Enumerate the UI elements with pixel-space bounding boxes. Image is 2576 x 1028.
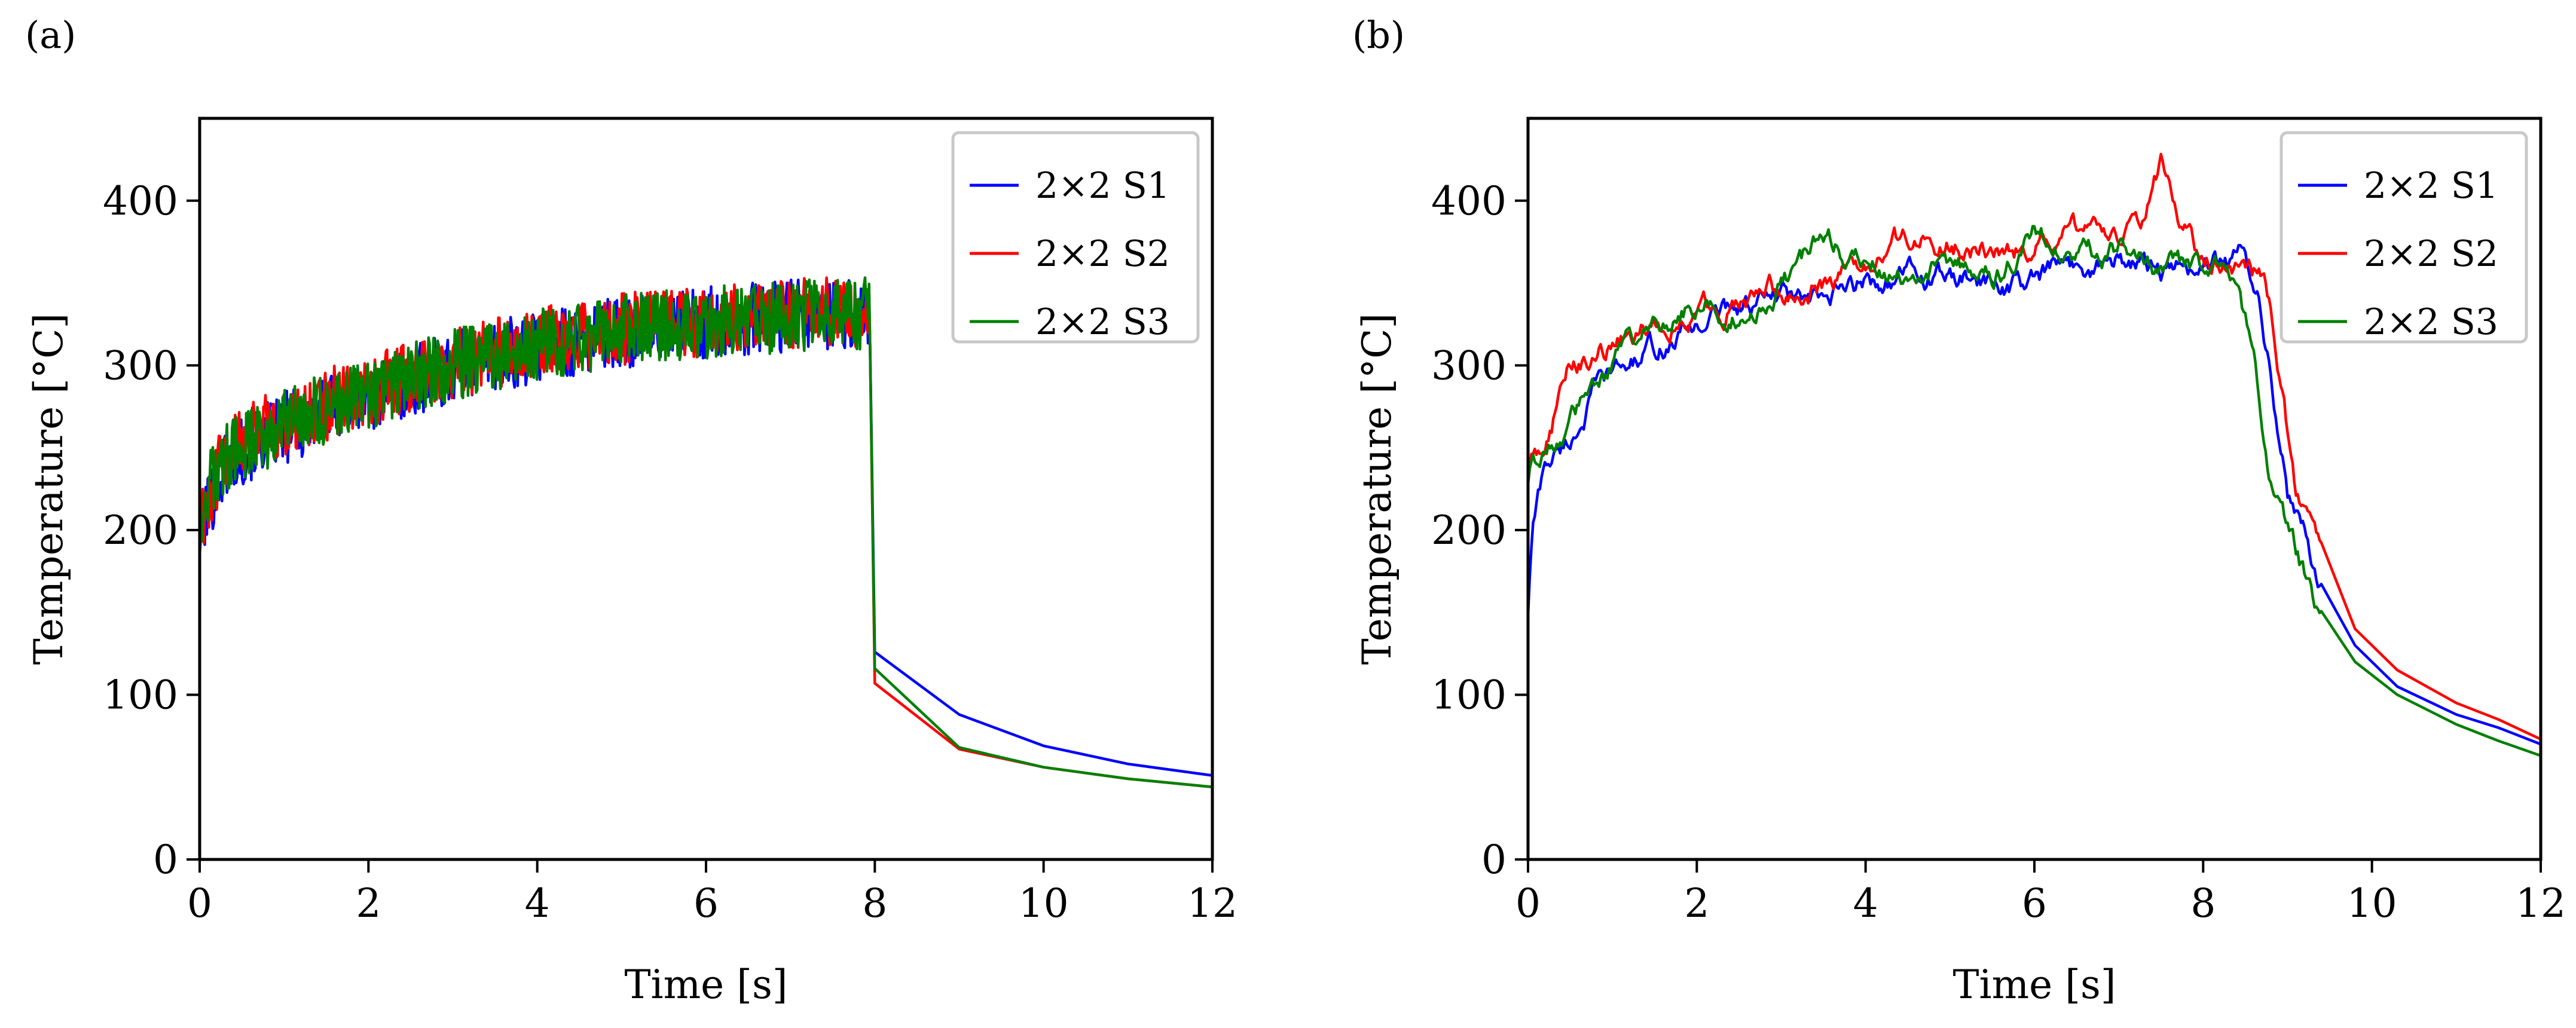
panel-a-legend-entry-s2: 2×2 S2: [970, 233, 1170, 275]
panel-a-y-tick-label: 400: [103, 178, 178, 224]
panel-b-x-tick-label: 6: [2022, 880, 2047, 926]
panel-a-y-ticks: 0 100 200 300 400: [103, 178, 200, 883]
panel-b-x-tick-label: 10: [2347, 880, 2397, 926]
panel-b-legend-entry-s2: 2×2 S2: [2298, 233, 2498, 275]
panel-b-y-tick-label: 200: [1431, 507, 1507, 553]
panel-b-x-tick-label: 0: [1515, 880, 1541, 926]
panel-b-y-ticks: 0 100 200 300 400: [1431, 178, 1528, 883]
panel-a-legend-label-s2: 2×2 S2: [1035, 233, 1170, 275]
panel-a-series-lines: [198, 276, 1213, 789]
panel-a-x-tick-label: 2: [356, 880, 381, 926]
panel-b-y-axis-label: Temperature [°C]: [1354, 313, 1400, 665]
panel-b-x-ticks: 0 2 4 6 8 10 12: [1515, 859, 2566, 926]
panel-a-x-tick-label: 12: [1187, 880, 1237, 926]
panel-a-label: (a): [25, 13, 76, 57]
panel-b-series-line-s3: [1526, 225, 2541, 757]
panel-a-y-tick-label: 0: [153, 837, 178, 883]
panel-b-legend-label-s1: 2×2 S1: [2364, 165, 2498, 207]
panel-b-series-line-s1: [1526, 244, 2541, 746]
panel-a-legend-label-s3: 2×2 S3: [1035, 301, 1170, 343]
panel-a-x-tick-label: 6: [693, 880, 719, 926]
panel-b-legend: 2×2 S1 2×2 S2 2×2 S3: [2279, 131, 2528, 344]
panel-b-series-lines: [1526, 152, 2541, 757]
panel-a-x-ticks: 0 2 4 6 8 10 12: [187, 859, 1237, 926]
panel-b-x-axis-label: Time [s]: [1952, 962, 2116, 1008]
panel-b-x-tick-label: 4: [1853, 880, 1878, 926]
panel-a-x-tick-label: 4: [525, 880, 550, 926]
panel-a-y-tick-label: 200: [103, 507, 178, 553]
panel-a-x-tick-label: 0: [187, 880, 212, 926]
panel-a-y-tick-label: 300: [103, 342, 178, 388]
panel-b-y-tick-label: 0: [1481, 837, 1507, 883]
panel-b-legend-entry-s1: 2×2 S1: [2298, 165, 2498, 207]
panel-b-x-tick-label: 12: [2516, 880, 2566, 926]
panel-b-legend-label-s2: 2×2 S2: [2364, 233, 2498, 275]
panel-b-legend-entry-s3: 2×2 S3: [2298, 301, 2498, 343]
panel-a-x-axis-label: Time [s]: [624, 962, 787, 1008]
panel-a-x-tick-label: 8: [862, 880, 887, 926]
panel-a-legend-label-s1: 2×2 S1: [1035, 165, 1170, 207]
panel-b-y-tick-label: 300: [1431, 342, 1507, 388]
panel-a-legend-entry-s1: 2×2 S1: [970, 165, 1170, 207]
panel-b-label: (b): [1352, 13, 1405, 57]
panel-b-y-tick-label: 100: [1431, 672, 1507, 718]
panel-a-series-line-s3: [198, 276, 1213, 789]
panel-b: (b) 0 2 4 6 8 10 12 0 100 200 300 400 Time [s] Tem…: [1352, 13, 2566, 1008]
panel-a-legend: 2×2 S1 2×2 S2 2×2 S3: [951, 131, 1200, 344]
panel-a-y-axis-label: Temperature [°C]: [26, 313, 72, 665]
panel-a-x-tick-label: 10: [1019, 880, 1069, 926]
panel-b-y-tick-label: 400: [1431, 178, 1507, 224]
panel-b-x-tick-label: 2: [1684, 880, 1709, 926]
panel-a: (a) 0 2 4 6 8 10 12 0 100 200 300 400 Time [s] Tem…: [25, 13, 1237, 1008]
panel-b-x-tick-label: 8: [2190, 880, 2216, 926]
panel-a-legend-entry-s3: 2×2 S3: [970, 301, 1170, 343]
panel-b-legend-label-s3: 2×2 S3: [2364, 301, 2498, 343]
panel-a-y-tick-label: 100: [103, 672, 178, 718]
